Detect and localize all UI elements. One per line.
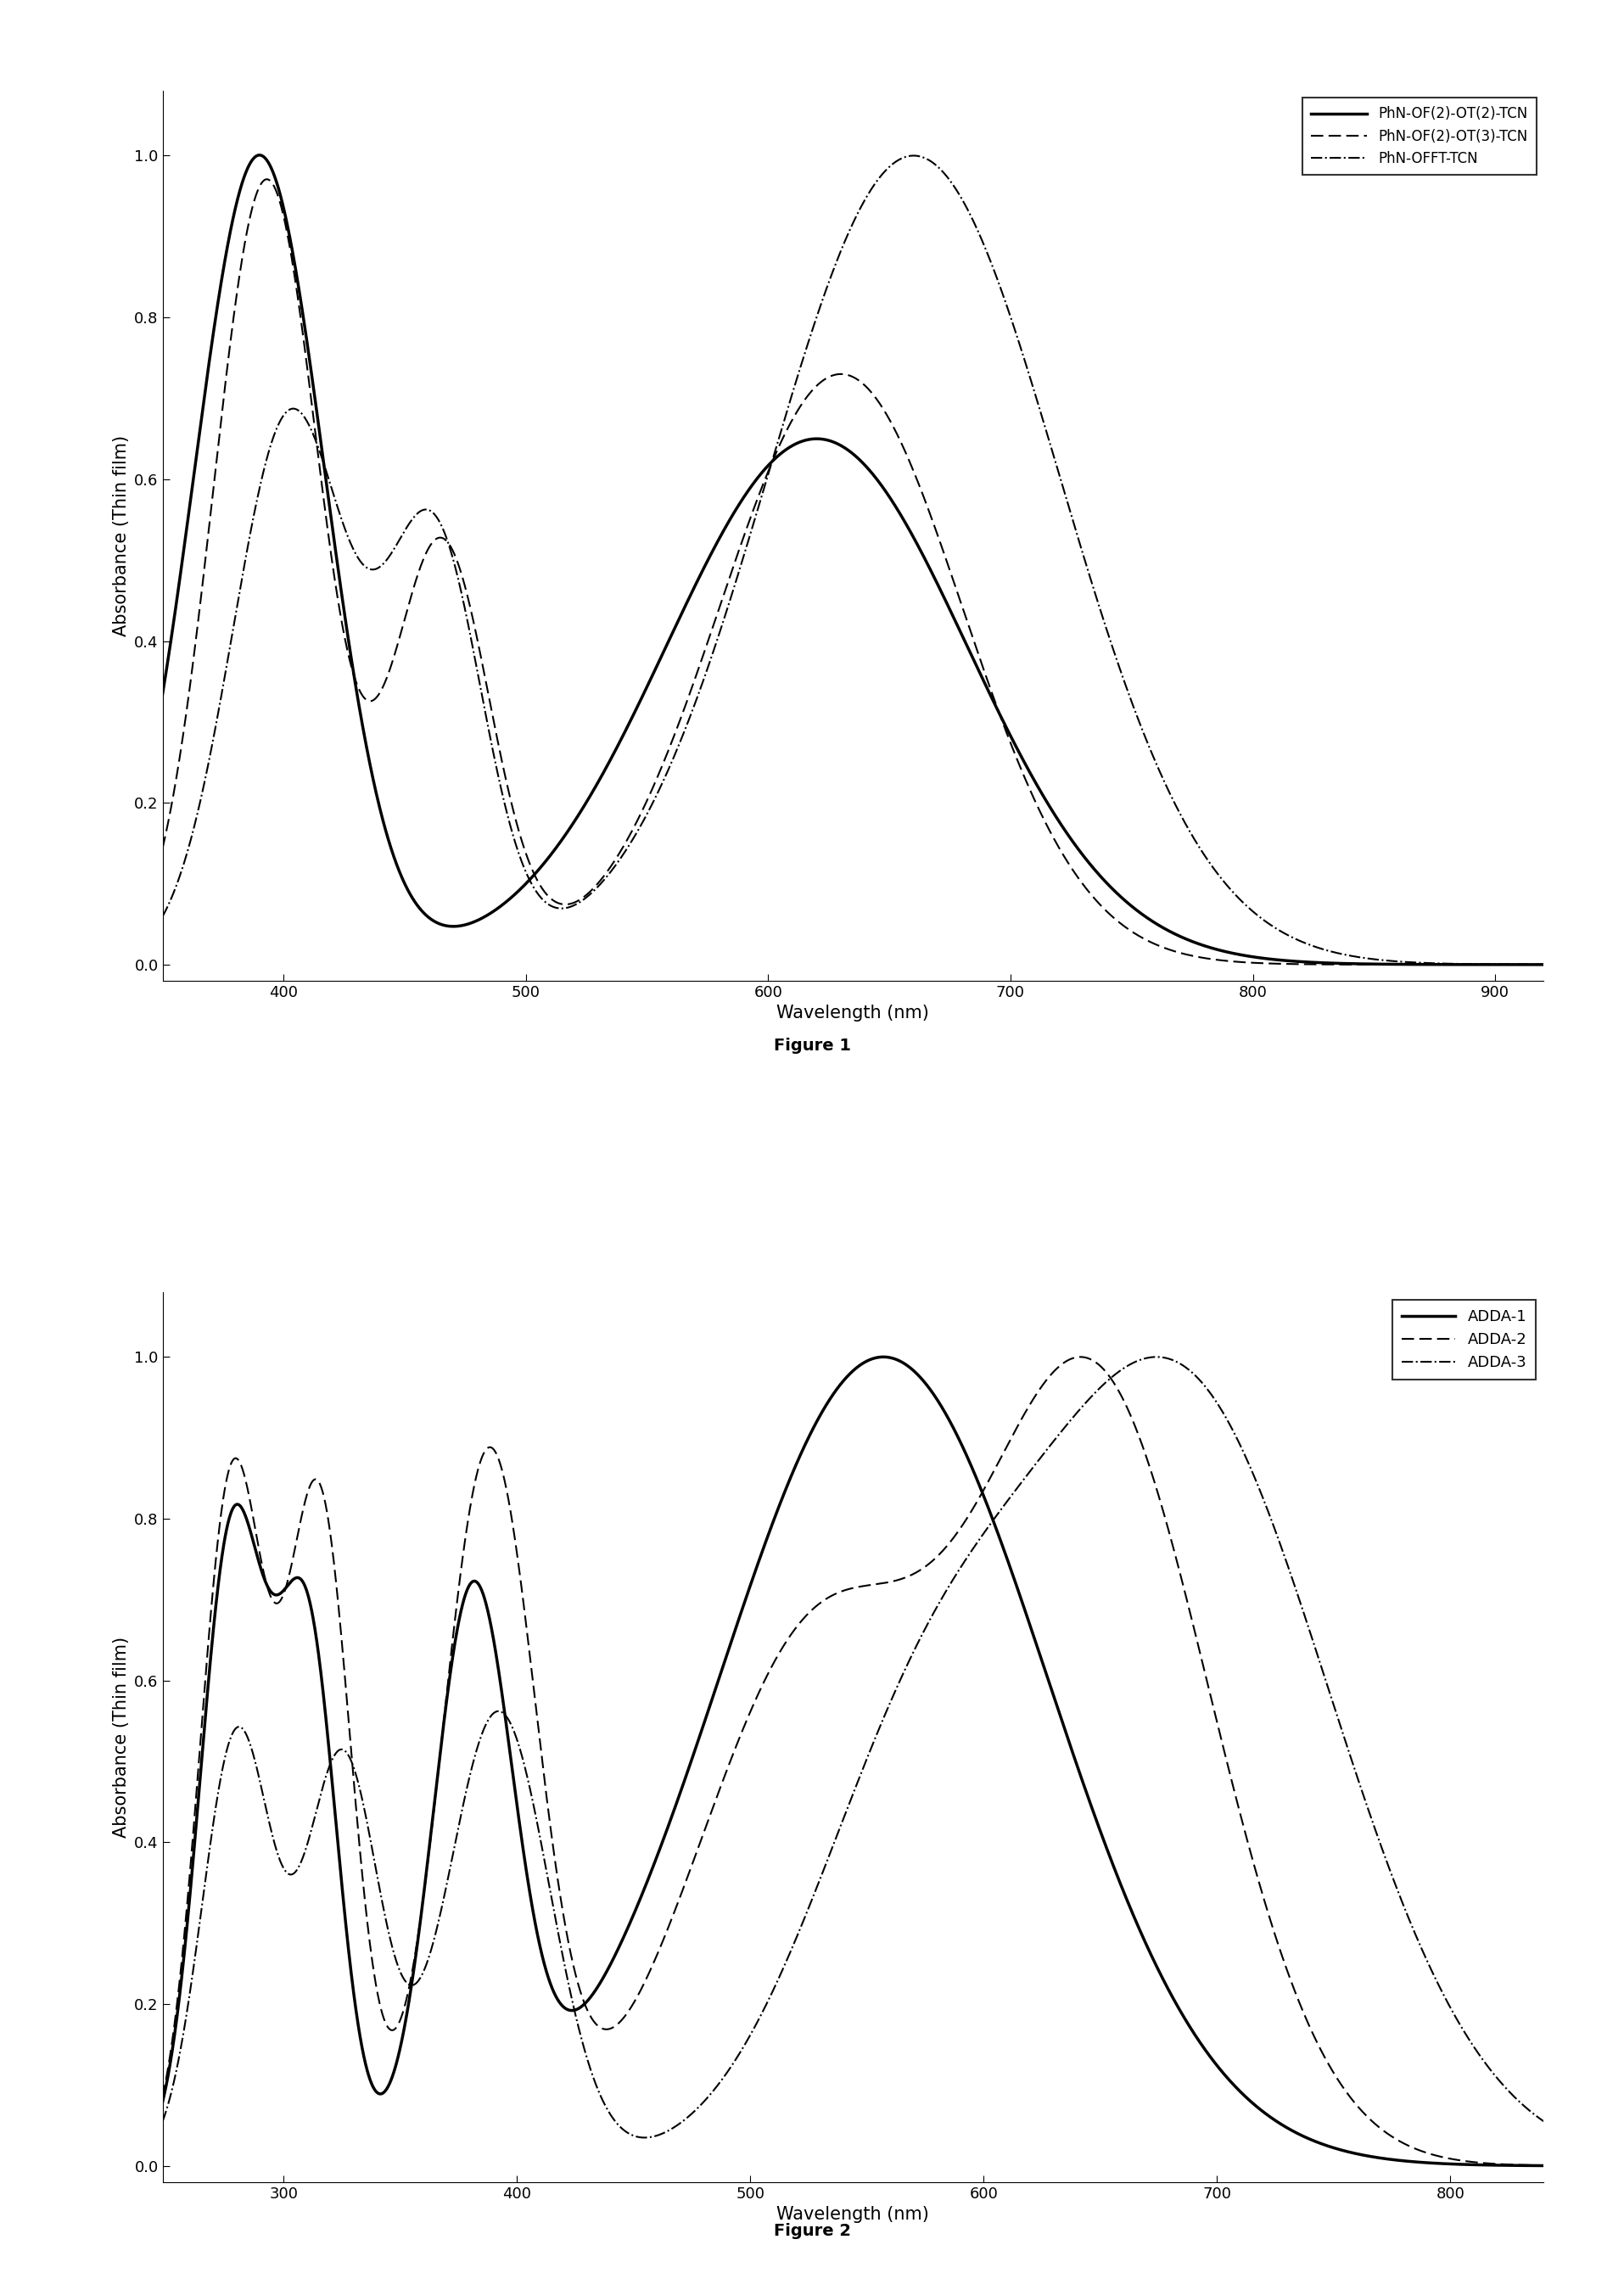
- PhN-OF(2)-OT(2)-TCN: [687, 568, 706, 596]
- ADDA-3: [153, 2107, 172, 2134]
- ADDA-3: [1507, 2087, 1527, 2114]
- PhN-OF(2)-OT(2)-TCN: [1369, 950, 1389, 977]
- Line: PhN-OF(2)-OT(2)-TCN: PhN-OF(2)-OT(2)-TCN: [162, 155, 1554, 964]
- PhN-OFFT-TCN: [395, 518, 414, 546]
- ADDA-1: [874, 1343, 893, 1371]
- PhN-OF(2)-OT(3)-TCN: [1369, 950, 1389, 977]
- PhN-OF(2)-OT(2)-TCN: [747, 464, 767, 491]
- ADDA-1: [391, 2025, 411, 2053]
- ADDA-3: [635, 2123, 654, 2150]
- ADDA-3: [1533, 2107, 1553, 2134]
- ADDA-2: [391, 2003, 411, 2030]
- PhN-OFFT-TCN: [1544, 950, 1564, 977]
- PhN-OF(2)-OT(3)-TCN: [747, 484, 767, 511]
- X-axis label: Wavelength (nm): Wavelength (nm): [776, 2207, 929, 2223]
- Line: PhN-OF(2)-OT(3)-TCN: PhN-OF(2)-OT(3)-TCN: [162, 180, 1554, 964]
- ADDA-3: [682, 2100, 702, 2128]
- ADDA-3: [391, 1962, 411, 1989]
- ADDA-3: [310, 1784, 330, 1812]
- PhN-OF(2)-OT(2)-TCN: [312, 436, 331, 464]
- PhN-OF(2)-OT(2)-TCN: [1518, 950, 1538, 977]
- ADDA-1: [1507, 2153, 1527, 2180]
- ADDA-2: [153, 2084, 172, 2112]
- ADDA-2: [1533, 2153, 1553, 2180]
- PhN-OF(2)-OT(3)-TCN: [312, 471, 331, 498]
- ADDA-3: [742, 2018, 762, 2046]
- ADDA-2: [1070, 1343, 1090, 1371]
- Line: ADDA-1: ADDA-1: [162, 1357, 1543, 2166]
- ADDA-1: [1533, 2153, 1553, 2180]
- Text: Figure 2: Figure 2: [773, 2223, 851, 2239]
- PhN-OF(2)-OT(3)-TCN: [257, 166, 276, 193]
- PhN-OFFT-TCN: [153, 902, 172, 930]
- Text: Figure 1: Figure 1: [773, 1036, 851, 1055]
- PhN-OF(2)-OT(3)-TCN: [153, 834, 172, 861]
- ADDA-1: [1358, 2143, 1377, 2171]
- ADDA-2: [682, 1850, 702, 1877]
- PhN-OFFT-TCN: [903, 141, 922, 168]
- ADDA-2: [310, 1471, 330, 1498]
- ADDA-1: [682, 1746, 702, 1773]
- PhN-OF(2)-OT(3)-TCN: [687, 659, 706, 686]
- PhN-OFFT-TCN: [1518, 950, 1538, 977]
- Line: ADDA-3: ADDA-3: [162, 1357, 1543, 2137]
- PhN-OF(2)-OT(3)-TCN: [1518, 950, 1538, 977]
- PhN-OF(2)-OT(3)-TCN: [395, 607, 414, 634]
- ADDA-1: [742, 1566, 762, 1593]
- Y-axis label: Absorbance (Thin film): Absorbance (Thin film): [112, 434, 130, 636]
- PhN-OF(2)-OT(3)-TCN: [1544, 950, 1564, 977]
- ADDA-2: [742, 1693, 762, 1721]
- PhN-OFFT-TCN: [687, 684, 706, 711]
- Line: PhN-OFFT-TCN: PhN-OFFT-TCN: [162, 155, 1554, 964]
- PhN-OF(2)-OT(2)-TCN: [250, 141, 270, 168]
- ADDA-1: [153, 2089, 172, 2116]
- ADDA-2: [1358, 2105, 1377, 2132]
- PhN-OFFT-TCN: [747, 498, 767, 525]
- ADDA-2: [1507, 2150, 1527, 2178]
- PhN-OF(2)-OT(2)-TCN: [153, 682, 172, 709]
- X-axis label: Wavelength (nm): Wavelength (nm): [776, 1005, 929, 1023]
- PhN-OF(2)-OT(2)-TCN: [395, 871, 414, 898]
- Legend: PhN-OF(2)-OT(2)-TCN, PhN-OF(2)-OT(3)-TCN, PhN-OFFT-TCN: PhN-OF(2)-OT(2)-TCN, PhN-OF(2)-OT(3)-TCN…: [1301, 98, 1536, 175]
- ADDA-1: [310, 1652, 330, 1680]
- PhN-OFFT-TCN: [312, 443, 331, 471]
- ADDA-3: [1358, 1798, 1377, 1825]
- ADDA-3: [1147, 1343, 1166, 1371]
- PhN-OFFT-TCN: [1369, 946, 1389, 973]
- PhN-OF(2)-OT(2)-TCN: [1544, 950, 1564, 977]
- Legend: ADDA-1, ADDA-2, ADDA-3: ADDA-1, ADDA-2, ADDA-3: [1392, 1300, 1535, 1380]
- Line: ADDA-2: ADDA-2: [162, 1357, 1543, 2166]
- Y-axis label: Absorbance (Thin film): Absorbance (Thin film): [112, 1637, 130, 1839]
